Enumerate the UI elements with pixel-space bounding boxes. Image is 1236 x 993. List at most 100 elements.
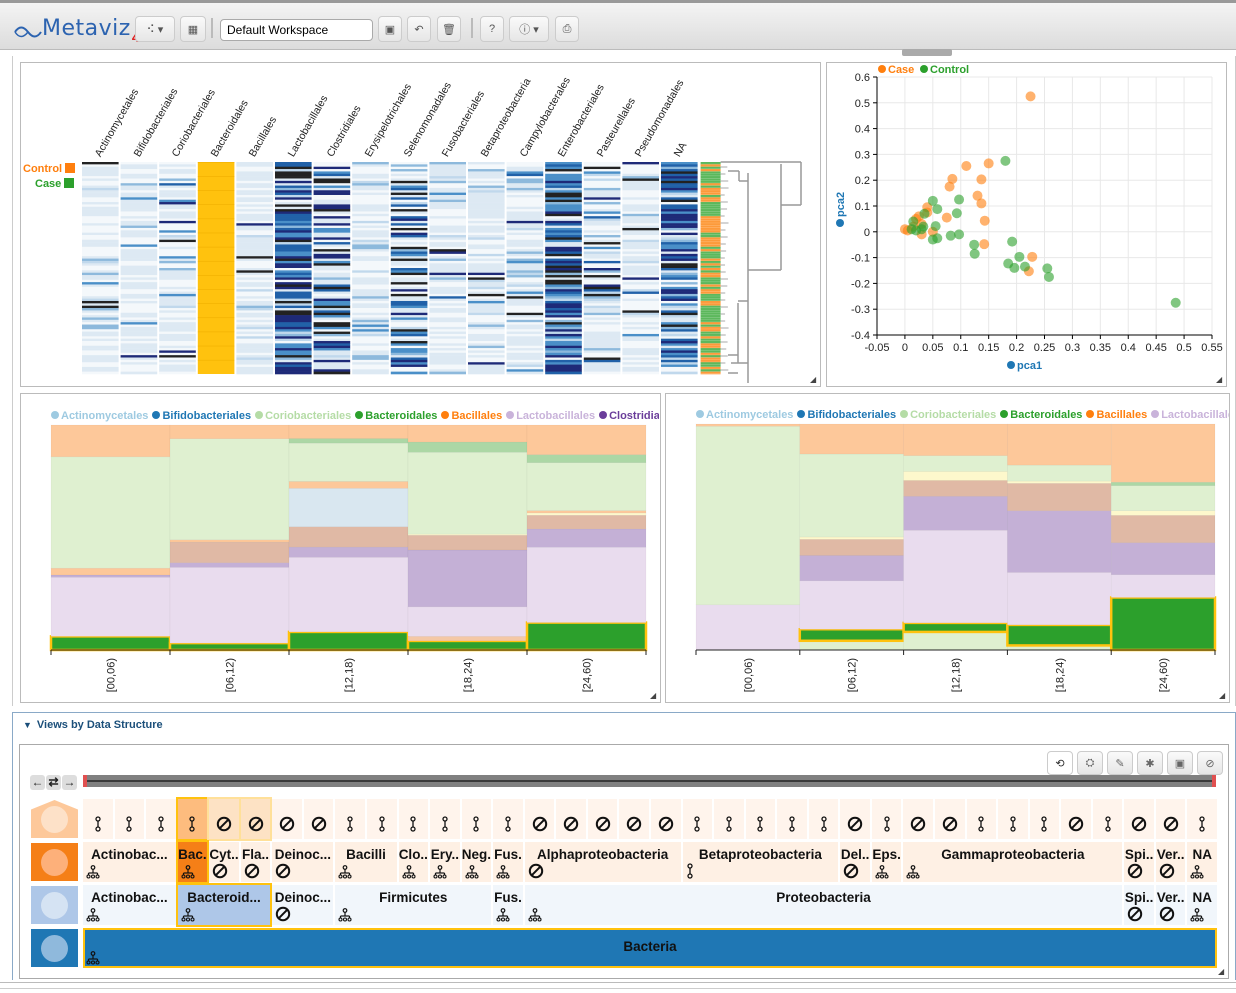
level-3-toggle[interactable] [31, 886, 78, 924]
resize-handle-icon[interactable]: ◢ [1219, 691, 1226, 700]
order-node[interactable] [556, 799, 586, 839]
legend-item[interactable]: Bacillales [441, 410, 502, 422]
class-node[interactable]: Del.. [840, 842, 870, 882]
pencil-button[interactable]: ✎ [1107, 751, 1133, 775]
legend-item[interactable]: Coriobacteriales [900, 409, 996, 421]
block-button[interactable]: ⊘ [1197, 751, 1223, 775]
phylum-node[interactable]: Deinoc... [272, 885, 334, 925]
level-4-toggle[interactable] [31, 929, 78, 967]
pca-scatter-chart[interactable]: -0.05 0 0.05 0.1 0.15 0.2 0.25 0.3 0.35 0.4 0.45 0.… [827, 63, 1228, 388]
legend-item[interactable]: Bifidobacteriales [152, 410, 251, 422]
phylum-node[interactable]: Bacteroid... [175, 883, 273, 927]
panel-drag-handle[interactable] [902, 49, 952, 56]
legend-item[interactable]: Clostridiales [599, 410, 659, 422]
phylum-node[interactable]: Firmicutes [335, 885, 492, 925]
order-node[interactable] [745, 799, 776, 839]
order-node[interactable] [587, 799, 618, 839]
resize-handle-icon[interactable]: ◢ [810, 375, 817, 384]
legend-item[interactable]: Actinomycetales [51, 410, 148, 422]
order-node[interactable] [777, 799, 807, 839]
slider-right-handle[interactable] [1212, 775, 1216, 787]
level-2-toggle[interactable] [31, 843, 78, 881]
class-node[interactable]: Ery.. [430, 842, 460, 882]
order-node[interactable] [840, 799, 870, 839]
class-node[interactable]: Betaproteobacteria [682, 842, 839, 882]
order-node[interactable] [682, 799, 713, 839]
order-node[interactable] [871, 799, 902, 839]
class-node[interactable]: Eps. [871, 842, 902, 882]
info-menu-button[interactable]: ⓘ ▾ [509, 16, 549, 42]
class-node[interactable]: Deinoc... [272, 842, 334, 882]
table-button[interactable]: ▦ [180, 16, 206, 42]
class-node[interactable]: Cyt.. [209, 842, 239, 882]
sync-button[interactable]: ⟲ [1047, 751, 1073, 775]
class-node[interactable]: Clo.. [398, 842, 429, 882]
order-node[interactable] [966, 799, 997, 839]
class-node[interactable]: Fla.. [240, 842, 271, 882]
delete-button[interactable]: 🗑 [437, 16, 461, 42]
order-node[interactable] [272, 799, 302, 839]
legend-item[interactable]: Bacteroidales [1000, 409, 1082, 421]
class-node[interactable]: NA [1187, 842, 1217, 882]
order-node[interactable] [998, 799, 1028, 839]
order-node[interactable] [524, 799, 555, 839]
legend-item[interactable]: Bifidobacteriales [797, 409, 896, 421]
class-node[interactable]: Actinobac... [83, 842, 176, 882]
order-node[interactable] [175, 797, 210, 841]
class-node[interactable]: Neg. [461, 842, 492, 882]
undo-button[interactable]: ↶ [407, 16, 431, 42]
order-node[interactable] [430, 799, 460, 839]
class-node[interactable]: Spi.. [1124, 842, 1154, 882]
order-node[interactable] [238, 797, 273, 841]
class-node[interactable]: Alphaproteobacteria [524, 842, 681, 882]
order-node[interactable] [461, 799, 492, 839]
order-node[interactable] [714, 799, 744, 839]
order-node[interactable] [1092, 799, 1123, 839]
legend-item[interactable]: Actinomycetales [696, 409, 793, 421]
phylum-node[interactable]: NA [1187, 885, 1217, 925]
order-node[interactable] [903, 799, 933, 839]
save-button[interactable]: ▣ [1167, 751, 1193, 775]
class-node[interactable]: Gammaproteobacteria [903, 842, 1123, 882]
nav-left-button[interactable]: ← [30, 775, 45, 790]
phylum-node[interactable]: Fus. [493, 885, 523, 925]
order-node[interactable] [303, 799, 334, 839]
resize-handle-icon[interactable]: ◢ [1218, 967, 1225, 976]
legend-item[interactable]: Coriobacteriales [255, 410, 351, 422]
visualization-menu-button[interactable]: ⠪ ▾ [135, 16, 175, 42]
order-node[interactable] [335, 799, 365, 839]
nav-right-button[interactable]: → [62, 775, 77, 790]
section-header[interactable]: ▼ Views by Data Structure [23, 719, 163, 731]
order-node[interactable] [1187, 799, 1217, 839]
class-node[interactable]: Ver.. [1155, 842, 1186, 882]
order-node[interactable] [1155, 799, 1186, 839]
phylum-node[interactable]: Proteobacteria [524, 885, 1123, 925]
order-node[interactable] [935, 799, 965, 839]
phylum-node[interactable]: Spi.. [1124, 885, 1154, 925]
class-node[interactable]: Fus. [493, 842, 523, 882]
order-node[interactable] [808, 799, 839, 839]
legend-item[interactable]: Bacteroidales [355, 410, 437, 422]
order-node[interactable] [367, 799, 397, 839]
phylum-node[interactable]: Actinobac... [83, 885, 176, 925]
resize-handle-icon[interactable]: ◢ [650, 691, 657, 700]
order-node[interactable] [83, 799, 113, 839]
class-node[interactable]: Bacilli [335, 842, 397, 882]
order-node[interactable] [493, 799, 523, 839]
heatmap-chart[interactable] [21, 63, 822, 388]
level-1-toggle[interactable] [31, 800, 78, 838]
settings-button[interactable]: ✱ [1137, 751, 1163, 775]
stacked-chart-right[interactable]: [00,06) [06,12) [12,18) [18,24) [24,60) [666, 394, 1231, 704]
save-workspace-button[interactable]: ▣ [378, 16, 402, 42]
order-node[interactable] [114, 799, 145, 839]
order-node[interactable] [1061, 799, 1091, 839]
legend-item[interactable]: Lactobacillales [1151, 409, 1229, 421]
order-node[interactable] [619, 799, 649, 839]
workspace-name-input[interactable] [220, 19, 373, 41]
legend-item[interactable]: Lactobacillales [506, 410, 595, 422]
stacked-chart-left[interactable]: [00,06) [06,12) [12,18) [18,24) [24,60) [21, 394, 662, 704]
range-slider-track[interactable] [83, 775, 1216, 787]
print-button[interactable]: ⎙ [555, 16, 579, 42]
order-node[interactable] [1124, 799, 1154, 839]
nav-swap-button[interactable]: ⇄ [46, 775, 61, 790]
